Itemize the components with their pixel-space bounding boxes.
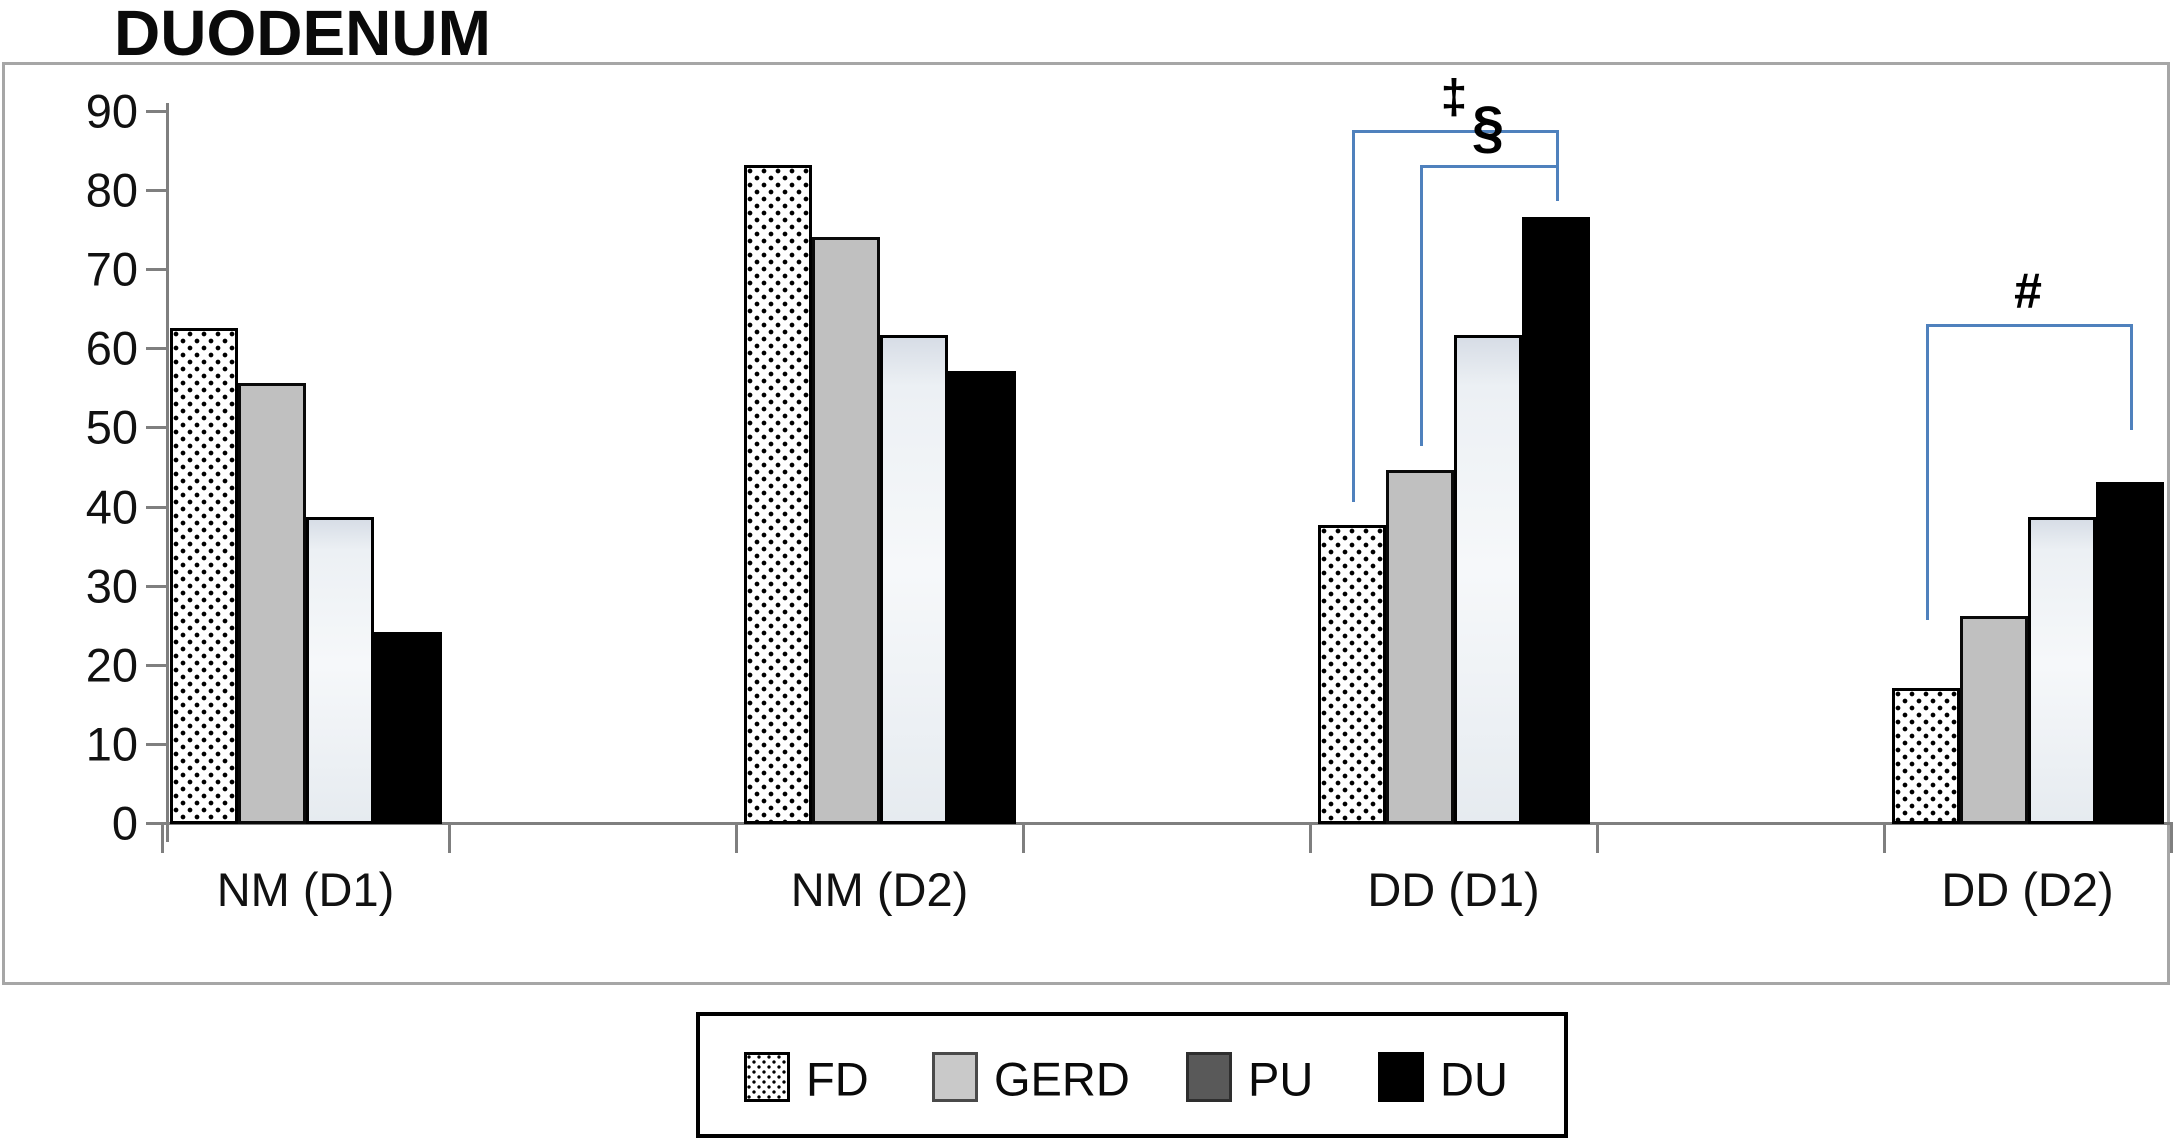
bracket-left-leg bbox=[1352, 129, 1355, 502]
bracket-left-leg bbox=[1926, 323, 1929, 621]
y-tick-label: 80 bbox=[85, 163, 138, 217]
bracket-top bbox=[1352, 129, 1559, 133]
legend-label-pu: PU bbox=[1248, 1052, 1314, 1106]
legend: FD GERD PU DU bbox=[696, 1012, 1568, 1138]
x-tick bbox=[161, 822, 164, 853]
y-axis-line bbox=[166, 103, 169, 842]
y-tick-label: 50 bbox=[85, 400, 138, 454]
y-tick-label: 20 bbox=[85, 638, 138, 692]
bar-gerd-3 bbox=[1386, 469, 1454, 824]
x-tick bbox=[1022, 822, 1025, 853]
bracket-top bbox=[1420, 165, 1559, 169]
y-tick-label: 70 bbox=[85, 242, 138, 296]
y-tick bbox=[146, 663, 166, 667]
legend-swatch-pu bbox=[1186, 1052, 1232, 1102]
x-tick bbox=[1309, 822, 1312, 853]
y-tick-label: 30 bbox=[85, 559, 138, 613]
x-category-label: NM (D2) bbox=[790, 863, 969, 916]
y-tick-label: 0 bbox=[111, 796, 138, 850]
y-tick bbox=[146, 268, 166, 272]
bar-pu-4 bbox=[2028, 517, 2096, 824]
bar-fd-1 bbox=[170, 327, 238, 824]
y-tick-label: 10 bbox=[85, 717, 138, 771]
bar-du-1 bbox=[374, 632, 442, 824]
y-tick-label: 40 bbox=[85, 480, 138, 534]
y-tick bbox=[146, 426, 166, 430]
bar-fd-3 bbox=[1318, 525, 1386, 824]
legend-label-du: DU bbox=[1440, 1052, 1508, 1106]
y-tick bbox=[146, 822, 166, 825]
legend-swatch-fd bbox=[744, 1052, 790, 1102]
bar-fd-2 bbox=[744, 165, 812, 824]
bracket-top bbox=[1926, 323, 2133, 327]
significance-symbol: § bbox=[1471, 95, 1505, 161]
x-tick bbox=[1596, 822, 1599, 853]
bracket-right-leg bbox=[2130, 323, 2133, 431]
x-category-label: DD (D1) bbox=[1367, 863, 1540, 916]
chart-title: DUODENUM bbox=[114, 0, 491, 69]
legend-swatch-gerd bbox=[932, 1052, 978, 1102]
legend-label-gerd: GERD bbox=[994, 1052, 1130, 1106]
bracket-right-leg bbox=[1556, 165, 1559, 198]
y-tick bbox=[146, 742, 166, 746]
x-tick bbox=[2170, 822, 2173, 853]
bar-du-4 bbox=[2096, 481, 2164, 824]
bar-pu-1 bbox=[306, 517, 374, 824]
bar-du-3 bbox=[1522, 216, 1590, 824]
bar-pu-2 bbox=[880, 335, 948, 824]
legend-swatch-du bbox=[1378, 1052, 1424, 1102]
y-tick-label: 60 bbox=[85, 321, 138, 375]
y-tick bbox=[146, 584, 166, 588]
y-tick-label: 90 bbox=[85, 84, 138, 138]
y-tick bbox=[146, 505, 166, 509]
bar-gerd-1 bbox=[238, 382, 306, 824]
legend-label-fd: FD bbox=[806, 1052, 869, 1106]
bar-pu-3 bbox=[1454, 335, 1522, 824]
x-category-label: NM (D1) bbox=[216, 863, 395, 916]
y-tick bbox=[146, 347, 166, 351]
bracket-right-leg bbox=[1556, 129, 1559, 201]
significance-symbol: # bbox=[2014, 262, 2042, 319]
bar-gerd-2 bbox=[812, 236, 880, 824]
x-tick bbox=[448, 822, 451, 853]
x-tick bbox=[1883, 822, 1886, 853]
x-category-label: DD (D2) bbox=[1941, 863, 2114, 916]
bar-du-2 bbox=[948, 371, 1016, 824]
y-tick bbox=[146, 110, 166, 113]
y-tick bbox=[146, 189, 166, 193]
bracket-left-leg bbox=[1420, 165, 1423, 447]
bar-fd-4 bbox=[1892, 687, 1960, 824]
x-tick bbox=[735, 822, 738, 853]
bar-gerd-4 bbox=[1960, 616, 2028, 824]
significance-symbol: ‡ bbox=[1440, 70, 1468, 124]
x-axis-line bbox=[148, 822, 2170, 825]
